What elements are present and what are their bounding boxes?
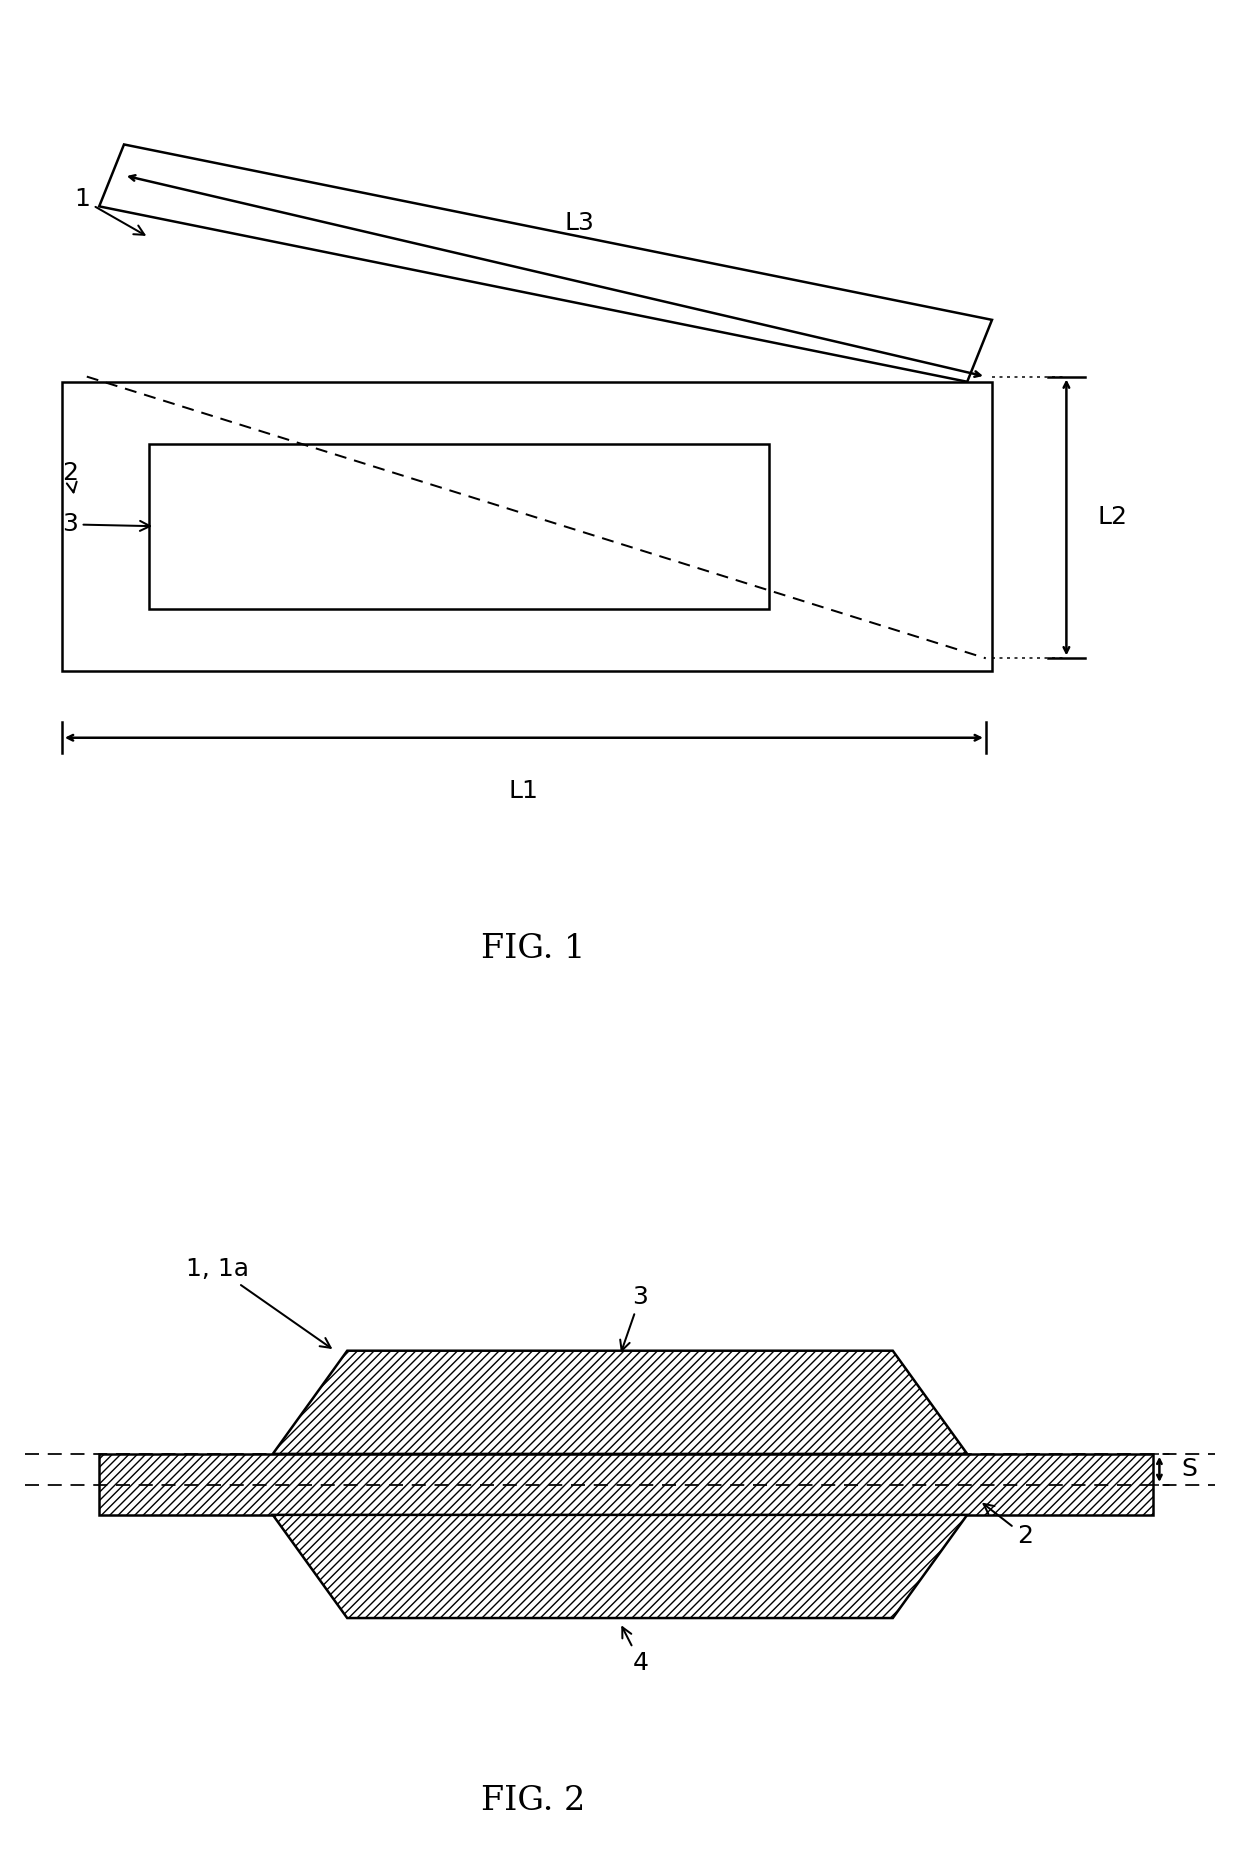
Text: 1: 1 (74, 188, 144, 234)
Text: L1: L1 (508, 779, 539, 803)
Text: FIG. 2: FIG. 2 (481, 1784, 585, 1818)
Text: 4: 4 (622, 1626, 649, 1675)
Text: L2: L2 (1097, 505, 1127, 529)
Bar (99, 1454, 1153, 1516)
Polygon shape (273, 1351, 967, 1454)
Bar (149, 445, 769, 608)
Polygon shape (99, 144, 992, 383)
Text: 3: 3 (62, 512, 150, 537)
Text: L3: L3 (564, 210, 595, 234)
Text: 2: 2 (62, 461, 78, 492)
Text: S: S (1182, 1458, 1198, 1482)
Text: FIG. 1: FIG. 1 (481, 932, 585, 966)
Text: 1, 1a: 1, 1a (186, 1257, 331, 1347)
Bar (62, 383, 992, 672)
Text: 3: 3 (620, 1285, 649, 1351)
Polygon shape (273, 1516, 967, 1617)
Text: 2: 2 (983, 1505, 1033, 1548)
